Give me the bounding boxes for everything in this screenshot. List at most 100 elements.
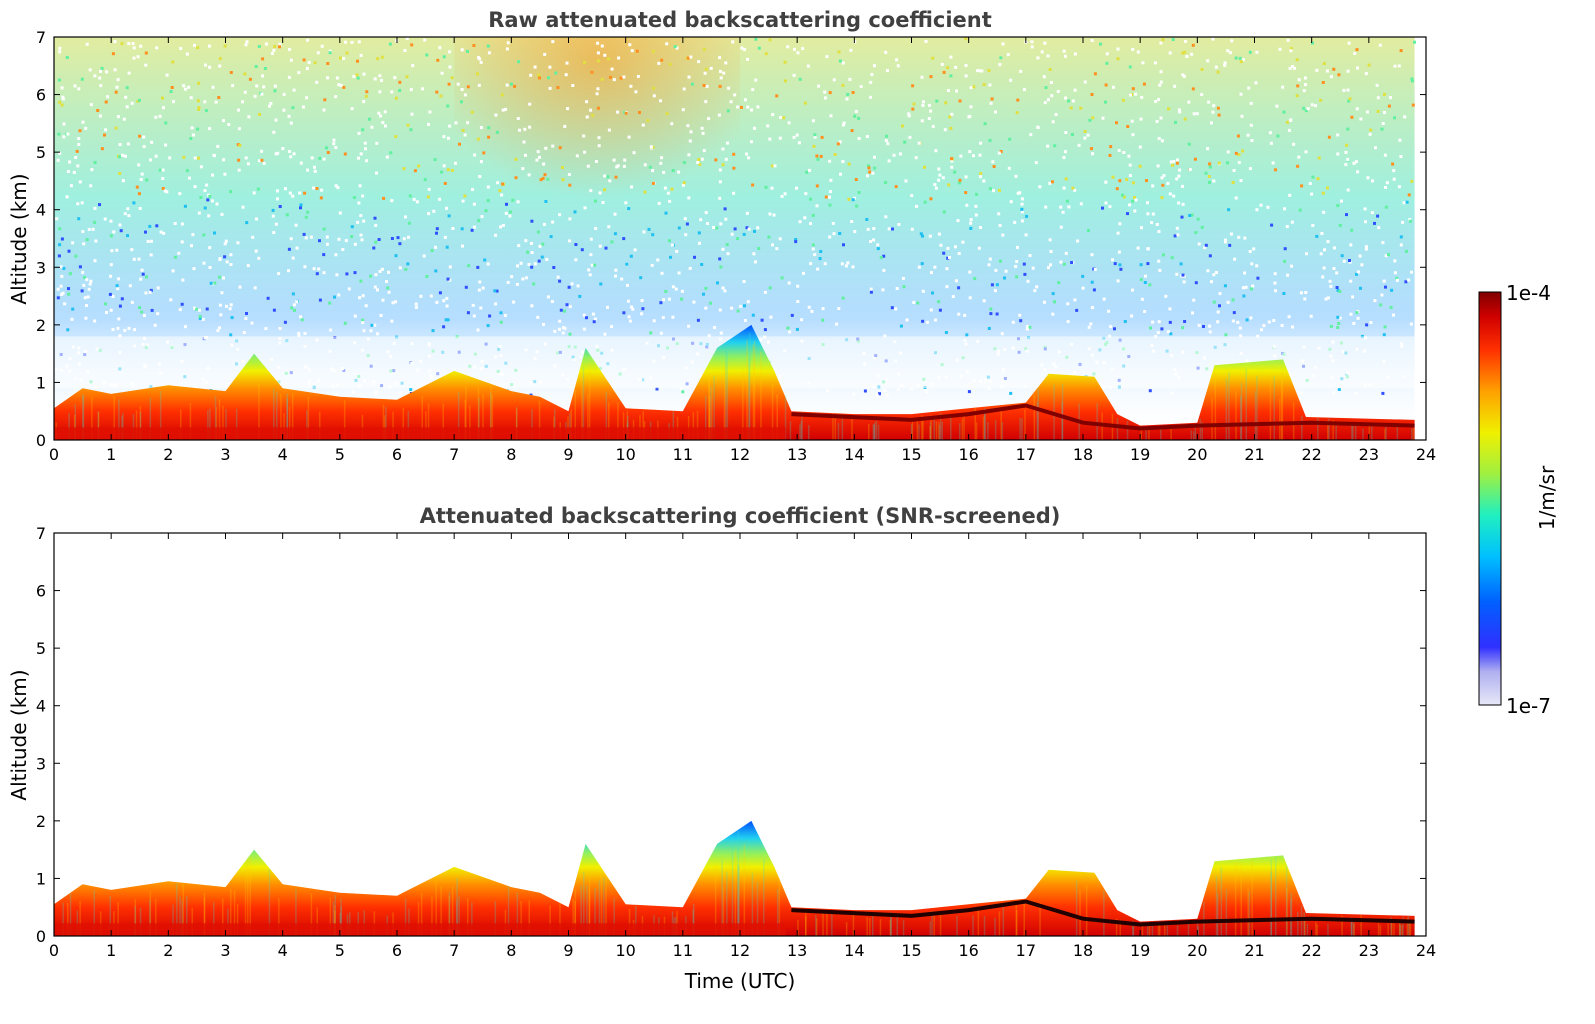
streak xyxy=(1166,925,1169,936)
noise-pixel xyxy=(1146,212,1150,216)
noise-pixel xyxy=(118,304,122,308)
x-tick-label: 11 xyxy=(673,941,693,960)
noise-pixel xyxy=(873,166,877,170)
noise-pixel xyxy=(1367,63,1371,67)
noise-pixel xyxy=(1369,128,1373,132)
noise-pixel xyxy=(1006,53,1010,57)
streak xyxy=(974,408,976,440)
noise-pixel xyxy=(312,267,316,271)
noise-pixel xyxy=(373,323,377,327)
noise-pixel xyxy=(1059,205,1063,209)
noise-pixel xyxy=(1298,208,1302,212)
noise-pixel xyxy=(1248,167,1252,171)
noise-pixel xyxy=(1064,251,1068,255)
streak xyxy=(580,885,582,936)
noise-pixel xyxy=(988,138,992,142)
streak xyxy=(448,896,450,936)
noise-pixel xyxy=(1020,197,1024,201)
noise-pixel xyxy=(328,51,332,55)
noise-pixel xyxy=(244,43,248,47)
noise-pixel xyxy=(724,61,728,65)
noise-pixel xyxy=(1168,320,1172,324)
noise-pixel xyxy=(526,250,529,254)
noise-pixel xyxy=(254,249,258,253)
noise-pixel xyxy=(838,140,842,144)
noise-pixel xyxy=(719,265,723,269)
streak xyxy=(139,405,142,440)
noise-pixel xyxy=(813,253,817,257)
noise-pixel xyxy=(1062,262,1066,266)
noise-pixel xyxy=(546,177,550,181)
noise-pixel xyxy=(1071,133,1074,136)
noise-pixel xyxy=(550,300,554,303)
streak xyxy=(763,858,765,936)
noise-pixel xyxy=(1379,303,1383,307)
noise-pixel xyxy=(1204,171,1208,175)
noise-pixel xyxy=(910,227,914,231)
noise-pixel xyxy=(300,318,304,322)
noise-pixel xyxy=(450,168,454,172)
noise-pixel xyxy=(299,315,303,319)
noise-pixel xyxy=(841,83,845,87)
streak xyxy=(528,900,530,936)
noise-pixel xyxy=(1191,87,1195,91)
noise-pixel xyxy=(1190,52,1194,56)
streak xyxy=(1079,889,1081,936)
noise-pixel xyxy=(291,256,295,260)
noise-pixel xyxy=(178,308,182,312)
streak xyxy=(278,898,280,936)
noise-pixel xyxy=(1047,98,1050,102)
noise-pixel xyxy=(111,52,115,56)
noise-pixel xyxy=(1118,222,1122,226)
noise-pixel xyxy=(586,164,590,168)
noise-pixel xyxy=(1250,262,1254,266)
noise-pixel xyxy=(1304,109,1308,113)
noise-pixel xyxy=(1035,285,1039,289)
streak xyxy=(273,388,275,440)
noise-pixel xyxy=(1176,233,1180,237)
noise-pixel xyxy=(353,271,357,275)
streak xyxy=(922,416,924,440)
noise-pixel xyxy=(561,166,564,169)
noise-pixel xyxy=(884,215,888,219)
noise-pixel xyxy=(1145,179,1148,183)
noise-pixel xyxy=(1322,210,1326,214)
panel-title: Raw attenuated backscattering coefficien… xyxy=(488,8,992,32)
noise-pixel xyxy=(1226,49,1230,53)
noise-pixel xyxy=(114,126,118,130)
streak xyxy=(1201,422,1203,440)
noise-pixel xyxy=(82,283,86,287)
noise-pixel xyxy=(853,114,857,118)
streak xyxy=(983,916,986,936)
noise-pixel xyxy=(603,332,607,336)
noise-pixel xyxy=(1344,163,1348,167)
x-tick-label: 15 xyxy=(901,941,921,960)
noise-pixel xyxy=(344,40,347,44)
noise-pixel xyxy=(603,53,607,57)
noise-pixel xyxy=(135,185,139,189)
noise-pixel xyxy=(80,77,84,81)
noise-pixel xyxy=(318,298,322,302)
noise-pixel xyxy=(1366,110,1369,114)
noise-pixel xyxy=(719,331,723,335)
noise-pixel xyxy=(1393,271,1397,275)
noise-pixel xyxy=(1026,279,1030,283)
noise-pixel xyxy=(1154,100,1158,103)
noise-pixel xyxy=(387,290,391,294)
streak xyxy=(489,392,492,440)
noise-pixel xyxy=(148,158,152,162)
noise-pixel xyxy=(1231,319,1235,323)
noise-pixel xyxy=(236,143,240,147)
streak xyxy=(1197,926,1199,936)
noise-pixel xyxy=(1111,175,1115,179)
noise-pixel xyxy=(709,66,713,70)
noise-pixel xyxy=(326,62,330,65)
noise-pixel xyxy=(978,153,982,157)
noise-pixel xyxy=(1228,243,1232,247)
noise-pixel xyxy=(499,320,503,324)
noise-pixel xyxy=(719,69,722,73)
noise-pixel xyxy=(773,164,777,168)
noise-pixel xyxy=(385,155,389,159)
streak xyxy=(1362,428,1364,440)
noise-pixel xyxy=(702,292,705,296)
